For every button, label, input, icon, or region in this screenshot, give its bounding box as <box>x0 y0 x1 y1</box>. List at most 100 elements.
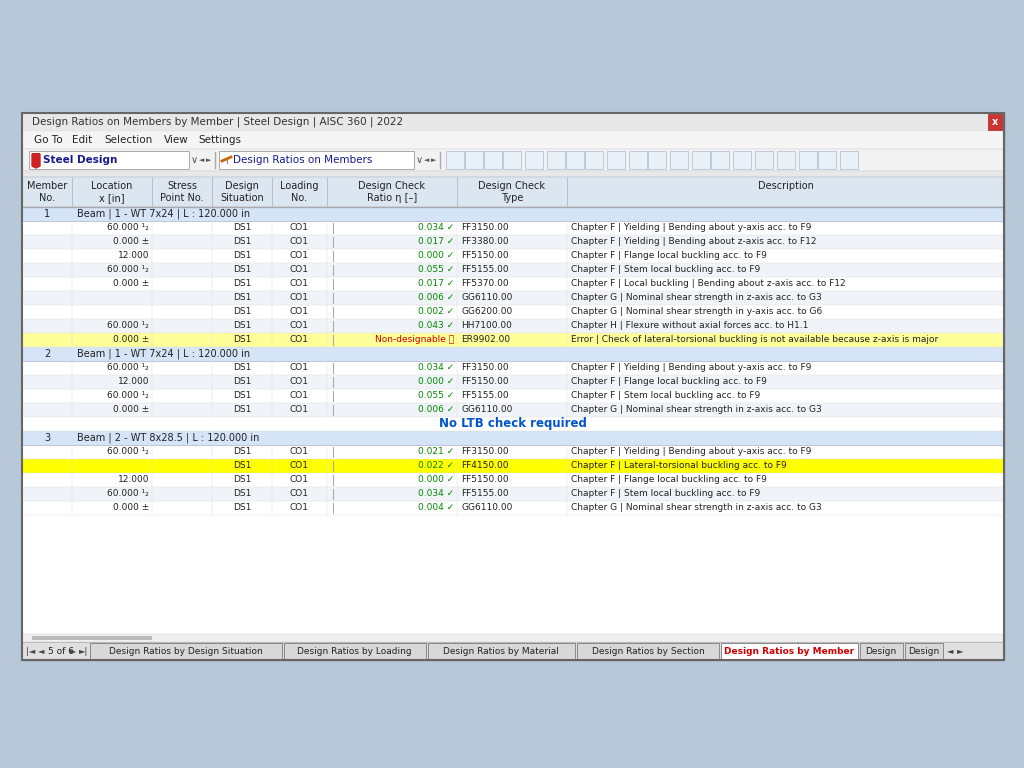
Text: Chapter F | Lateral-torsional buckling acc. to F9: Chapter F | Lateral-torsional buckling a… <box>571 462 786 471</box>
Text: Point No.: Point No. <box>160 193 204 203</box>
Bar <box>670 151 688 169</box>
Text: CO1: CO1 <box>290 322 309 330</box>
Text: 0.017 ✓: 0.017 ✓ <box>418 280 454 289</box>
Text: Design Ratios by Design Situation: Design Ratios by Design Situation <box>109 647 262 656</box>
Text: Error | Check of lateral-torsional buckling is not available because z-axis is m: Error | Check of lateral-torsional buckl… <box>571 336 938 345</box>
Text: CO1: CO1 <box>290 336 309 345</box>
Bar <box>32 636 152 640</box>
Bar <box>22 403 1004 417</box>
Bar <box>446 151 464 169</box>
Text: Chapter F | Stem local buckling acc. to F9: Chapter F | Stem local buckling acc. to … <box>571 266 760 274</box>
Bar <box>22 487 1004 501</box>
Text: x: x <box>992 117 998 127</box>
Text: Design: Design <box>908 647 939 656</box>
Text: Chapter F | Yielding | Bending about y-axis acc. to F9: Chapter F | Yielding | Bending about y-a… <box>571 363 811 372</box>
Text: FF5155.00: FF5155.00 <box>461 392 509 400</box>
Text: Situation: Situation <box>220 193 264 203</box>
Text: |◄: |◄ <box>26 647 36 656</box>
Bar <box>22 305 1004 319</box>
Text: Chapter F | Flange local buckling acc. to F9: Chapter F | Flange local buckling acc. t… <box>571 378 767 386</box>
Text: DS1: DS1 <box>232 237 251 247</box>
Text: CO1: CO1 <box>290 489 309 498</box>
Text: 3: 3 <box>44 433 50 443</box>
Text: Chapter F | Stem local buckling acc. to F9: Chapter F | Stem local buckling acc. to … <box>571 489 760 498</box>
Text: CO1: CO1 <box>290 251 309 260</box>
Bar <box>692 151 710 169</box>
Text: GG6110.00: GG6110.00 <box>461 504 512 512</box>
Text: 2: 2 <box>44 349 50 359</box>
Text: FF5155.00: FF5155.00 <box>461 489 509 498</box>
Text: Chapter G | Nominal shear strength in y-axis acc. to G6: Chapter G | Nominal shear strength in y-… <box>571 307 822 316</box>
Text: DS1: DS1 <box>232 406 251 415</box>
Text: DS1: DS1 <box>232 462 251 471</box>
Text: No.: No. <box>39 193 55 203</box>
Bar <box>859 643 902 659</box>
Text: Chapter F | Stem local buckling acc. to F9: Chapter F | Stem local buckling acc. to … <box>571 392 760 400</box>
Text: ER9902.00: ER9902.00 <box>461 336 510 345</box>
Bar <box>799 151 817 169</box>
Text: Non-designable ❌: Non-designable ❌ <box>375 336 454 345</box>
Polygon shape <box>32 154 40 168</box>
Text: 0.043 ✓: 0.043 ✓ <box>418 322 454 330</box>
Text: 0.034 ✓: 0.034 ✓ <box>418 363 454 372</box>
Text: 0.000 ✓: 0.000 ✓ <box>418 251 454 260</box>
Text: FF5150.00: FF5150.00 <box>461 251 509 260</box>
Text: 12.000: 12.000 <box>118 378 150 386</box>
Bar <box>22 291 1004 305</box>
Bar <box>22 642 1004 660</box>
Bar <box>284 643 426 659</box>
Bar <box>22 113 1004 660</box>
Text: DS1: DS1 <box>232 489 251 498</box>
Text: DS1: DS1 <box>232 336 251 345</box>
Text: Chapter G | Nominal shear strength in z-axis acc. to G3: Chapter G | Nominal shear strength in z-… <box>571 406 821 415</box>
Bar <box>840 151 858 169</box>
Text: Description: Description <box>758 181 813 191</box>
Bar <box>22 347 1004 361</box>
Text: x [in]: x [in] <box>99 193 125 203</box>
Text: Design Ratios by Material: Design Ratios by Material <box>443 647 559 656</box>
Text: Chapter H | Flexure without axial forces acc. to H1.1: Chapter H | Flexure without axial forces… <box>571 322 808 330</box>
Text: 0.034 ✓: 0.034 ✓ <box>418 223 454 233</box>
Bar <box>577 643 719 659</box>
Text: 12.000: 12.000 <box>118 475 150 485</box>
Bar <box>755 151 773 169</box>
Text: Stress: Stress <box>167 181 197 191</box>
Text: 0.000 ±: 0.000 ± <box>113 406 150 415</box>
Bar <box>904 643 942 659</box>
Text: CO1: CO1 <box>290 448 309 456</box>
Text: DS1: DS1 <box>232 293 251 303</box>
Text: CO1: CO1 <box>290 462 309 471</box>
Text: Chapter F | Yielding | Bending about y-axis acc. to F9: Chapter F | Yielding | Bending about y-a… <box>571 223 811 233</box>
Text: Beam | 1 - WT 7x24 | L : 120.000 in: Beam | 1 - WT 7x24 | L : 120.000 in <box>77 209 250 219</box>
Text: Chapter F | Yielding | Bending about y-axis acc. to F9: Chapter F | Yielding | Bending about y-a… <box>571 448 811 456</box>
Text: Beam | 1 - WT 7x24 | L : 120.000 in: Beam | 1 - WT 7x24 | L : 120.000 in <box>77 349 250 359</box>
Bar <box>219 151 414 169</box>
Text: 0.000 ✓: 0.000 ✓ <box>418 378 454 386</box>
Bar <box>988 114 1002 130</box>
Text: CO1: CO1 <box>290 293 309 303</box>
Text: ◄: ◄ <box>199 157 205 163</box>
Text: ◄: ◄ <box>38 647 44 656</box>
Text: FF5150.00: FF5150.00 <box>461 475 509 485</box>
Bar <box>585 151 603 169</box>
Text: 60.000 ¹₂: 60.000 ¹₂ <box>108 392 150 400</box>
Text: Chapter F | Local buckling | Bending about z-axis acc. to F12: Chapter F | Local buckling | Bending abo… <box>571 280 846 289</box>
Text: 0.017 ✓: 0.017 ✓ <box>418 237 454 247</box>
Text: ►: ► <box>431 157 436 163</box>
Text: 1: 1 <box>44 209 50 219</box>
Text: No.: No. <box>292 193 307 203</box>
Bar <box>22 431 1004 445</box>
Text: 60.000 ¹₂: 60.000 ¹₂ <box>108 322 150 330</box>
Bar <box>22 263 1004 277</box>
Text: ◄: ◄ <box>424 157 429 163</box>
Bar <box>22 361 1004 375</box>
Bar <box>22 459 1004 473</box>
Text: 0.034 ✓: 0.034 ✓ <box>418 489 454 498</box>
Text: Chapter F | Yielding | Bending about z-axis acc. to F12: Chapter F | Yielding | Bending about z-a… <box>571 237 816 247</box>
Text: FF4150.00: FF4150.00 <box>461 462 509 471</box>
Text: Loading: Loading <box>281 181 318 191</box>
Text: 0.000 ±: 0.000 ± <box>113 237 150 247</box>
Text: DS1: DS1 <box>232 448 251 456</box>
Text: CO1: CO1 <box>290 378 309 386</box>
Bar <box>721 643 857 659</box>
